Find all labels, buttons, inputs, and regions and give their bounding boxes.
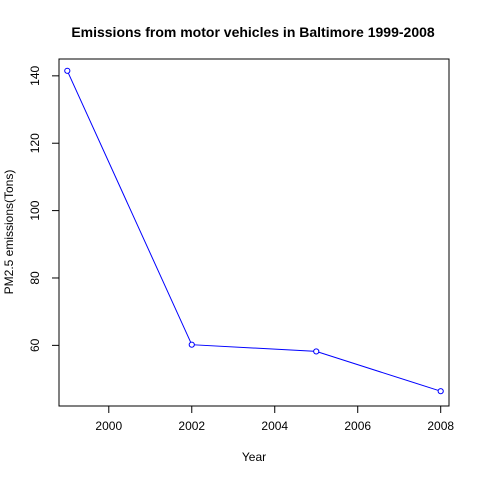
- series-line: [66, 70, 441, 392]
- x-tick-label: 2004: [261, 419, 288, 433]
- data-point: [313, 348, 320, 355]
- data-point: [64, 67, 71, 74]
- x-tick-label: 2006: [344, 419, 371, 433]
- series-layer: [64, 67, 444, 395]
- chart-title: Emissions from motor vehicles in Baltimo…: [71, 24, 435, 40]
- y-tick-label: 100: [28, 200, 42, 220]
- x-axis: 2000 2002 2004 2006 2008: [95, 405, 454, 433]
- x-tick-label: 2002: [178, 419, 205, 433]
- x-tick-label: 2008: [427, 419, 454, 433]
- y-axis: 60 80 100 120 140: [28, 66, 60, 352]
- y-tick-label: 140: [28, 66, 42, 86]
- data-point: [437, 388, 444, 395]
- plot-frame: [58, 58, 450, 407]
- x-axis-label: Year: [242, 450, 266, 464]
- y-tick-label: 120: [28, 133, 42, 153]
- y-axis-label: PM2.5 emissions(Tons): [2, 170, 16, 295]
- y-tick-label: 60: [28, 338, 42, 352]
- y-tick-label: 80: [28, 271, 42, 285]
- data-point: [188, 341, 195, 348]
- x-tick-label: 2000: [95, 419, 122, 433]
